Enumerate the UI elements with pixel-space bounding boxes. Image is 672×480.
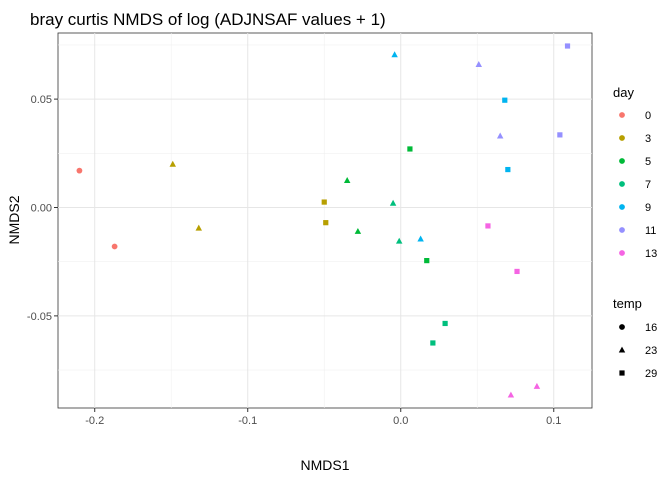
data-point	[407, 146, 413, 152]
legend-label-day: 0	[645, 110, 651, 122]
data-point	[430, 340, 436, 346]
legend-key-color	[619, 204, 625, 210]
data-point	[485, 223, 491, 229]
y-tick-label: 0.05	[31, 94, 52, 106]
data-point	[533, 382, 541, 389]
legend-label-day: 3	[645, 133, 651, 145]
data-point	[76, 167, 83, 174]
data-point	[321, 199, 327, 205]
legend-label-day: 7	[645, 179, 651, 191]
data-point	[564, 43, 571, 49]
data-point	[389, 199, 397, 206]
data-point	[424, 258, 430, 264]
data-point	[354, 227, 362, 234]
legend-label-temp: 29	[645, 368, 657, 380]
data-point	[496, 132, 504, 139]
x-tick-label: -0.2	[85, 415, 104, 427]
x-tick-label: 0.1	[546, 415, 561, 427]
legend-key-color	[619, 112, 625, 118]
legend-key-color	[619, 250, 625, 256]
data-point	[169, 160, 176, 167]
data-point	[514, 268, 520, 275]
data-point	[391, 51, 398, 58]
data-point	[343, 176, 351, 183]
legend-label-day: 9	[645, 202, 651, 214]
y-tick-label: -0.05	[27, 311, 52, 323]
data-point	[323, 220, 329, 226]
legend-key-color	[619, 135, 625, 141]
data-point	[195, 224, 202, 231]
axis-ticks: -0.2 -0.1 0.0 0.1 -0.05 0.00 0.05	[27, 94, 561, 427]
data-points	[76, 43, 571, 398]
legend-label-temp: 16	[645, 322, 657, 334]
chart-title: bray curtis NMDS of log (ADJNSAF values …	[30, 10, 386, 29]
legend-label-temp: 23	[645, 345, 657, 357]
legend-label-day: 13	[645, 248, 657, 260]
legend-label-day: 5	[645, 156, 651, 168]
data-point	[395, 237, 403, 244]
shape-legend-title: temp	[613, 296, 642, 311]
data-point	[417, 235, 424, 242]
data-point	[505, 166, 511, 173]
legend-key-shape	[618, 346, 626, 353]
data-point	[475, 61, 483, 67]
y-axis-title: NMDS2	[6, 195, 22, 244]
legend-key-shape	[619, 324, 625, 330]
legend-label-day: 11	[645, 225, 656, 237]
x-tick-label: 0.0	[393, 415, 408, 427]
x-axis-title: NMDS1	[300, 457, 349, 473]
data-point	[502, 97, 508, 103]
legend-key-shape	[619, 370, 625, 376]
data-point	[111, 243, 118, 250]
legend-key-color	[619, 227, 625, 233]
legend-key-color	[619, 181, 625, 187]
x-tick-label: -0.1	[238, 415, 257, 427]
data-point	[507, 391, 515, 398]
y-tick-label: 0.00	[31, 202, 52, 214]
data-point	[557, 132, 563, 138]
data-point	[442, 320, 448, 327]
color-legend-title: day	[613, 85, 634, 100]
legend-key-color	[619, 158, 625, 164]
